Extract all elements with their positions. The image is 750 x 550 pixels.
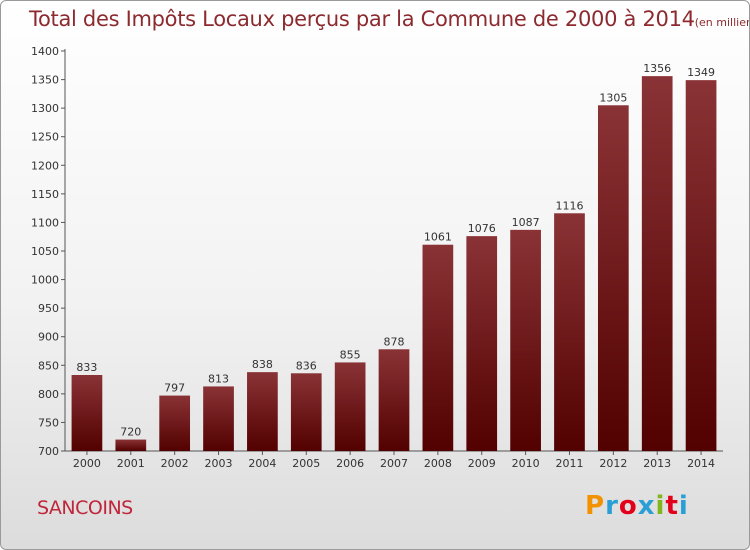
x-tick-label: 2009	[468, 457, 496, 470]
y-tick-label: 1250	[31, 131, 59, 144]
bar	[685, 80, 717, 452]
logo-letter: r	[605, 491, 619, 521]
x-tick-label: 2006	[336, 457, 364, 470]
bar	[554, 213, 585, 451]
y-tick-label: 700	[38, 445, 59, 458]
chart-title-text: Total des Impôts Locaux perçus par la Co…	[29, 7, 695, 31]
bar	[466, 236, 498, 451]
chart-title: Total des Impôts Locaux perçus par la Co…	[29, 7, 749, 31]
y-tick-label: 800	[38, 388, 59, 401]
bar	[203, 386, 234, 451]
bar	[334, 362, 366, 451]
y-tick-label: 750	[38, 416, 59, 429]
x-tick-label: 2008	[424, 457, 452, 470]
y-tick-label: 850	[38, 359, 59, 372]
bar	[422, 244, 454, 451]
x-tick-label: 2014	[687, 457, 715, 470]
x-tick-label: 2013	[643, 457, 671, 470]
y-tick-label: 1050	[31, 245, 59, 258]
data-label: 1061	[424, 231, 452, 244]
x-tick-label: 2000	[73, 457, 101, 470]
y-tick-label: 1350	[31, 74, 59, 87]
logo-letter: P	[585, 491, 606, 521]
data-label: 797	[164, 382, 185, 395]
data-label: 1116	[555, 199, 583, 212]
x-tick-label: 2002	[161, 457, 189, 470]
y-tick-label: 1150	[31, 188, 59, 201]
x-tick-label: 2012	[599, 457, 627, 470]
data-label: 1305	[599, 91, 627, 104]
y-tick-label: 1000	[31, 274, 59, 287]
bar	[510, 229, 541, 451]
bars	[71, 76, 717, 452]
chart-subtitle: (en milliers d'€)	[694, 16, 749, 29]
bar	[247, 372, 278, 451]
logo-letter: i	[678, 491, 689, 521]
bar	[71, 375, 103, 451]
data-label: 1349	[687, 66, 715, 79]
data-label: 813	[208, 372, 229, 385]
data-label: 833	[76, 361, 97, 374]
value-labels: 833 720 797 813 838 836 855 878 1061 1076 1087 1116…	[76, 62, 715, 438]
logo-letter: x	[637, 491, 656, 521]
x-tick-label: 2001	[117, 457, 145, 470]
bar	[115, 439, 147, 451]
y-tick-label: 950	[38, 302, 59, 315]
data-label: 1356	[643, 62, 671, 75]
data-label: 838	[252, 358, 273, 371]
x-tick-label: 2007	[380, 457, 408, 470]
x-tick-label: 2004	[248, 457, 276, 470]
data-label: 855	[340, 348, 361, 361]
bar	[290, 373, 322, 451]
data-label: 836	[296, 359, 317, 372]
data-label: 878	[384, 335, 405, 348]
data-label: 1076	[468, 222, 496, 235]
data-label: 720	[120, 426, 141, 439]
logo-letter: i	[655, 491, 666, 521]
logo-letter: o	[618, 491, 638, 521]
bar	[597, 105, 629, 452]
y-tick-label: 900	[38, 331, 59, 344]
commune-name: SANCOINS	[37, 497, 133, 519]
bar	[378, 349, 410, 451]
x-axis: 2000 2001 2002 2003 2004 2005 2006 2007 2008 2009…	[65, 450, 723, 470]
x-tick-label: 2010	[512, 457, 540, 470]
x-tick-label: 2003	[205, 457, 233, 470]
logo-letter: t	[665, 491, 679, 521]
y-tick-label: 1200	[31, 159, 59, 172]
y-tick-label: 1300	[31, 102, 59, 115]
y-tick-label: 1400	[31, 45, 59, 58]
bar	[159, 395, 191, 451]
proxiti-logo[interactable]: Proxiti	[585, 491, 689, 521]
y-axis: 700 750 800 850 900 950 1000 1050 1100 1150 1200 12…	[31, 45, 66, 458]
data-label: 1087	[512, 216, 540, 229]
bar	[641, 76, 673, 452]
y-tick-label: 1100	[31, 216, 59, 229]
x-tick-label: 2011	[555, 457, 583, 470]
x-tick-label: 2005	[292, 457, 320, 470]
